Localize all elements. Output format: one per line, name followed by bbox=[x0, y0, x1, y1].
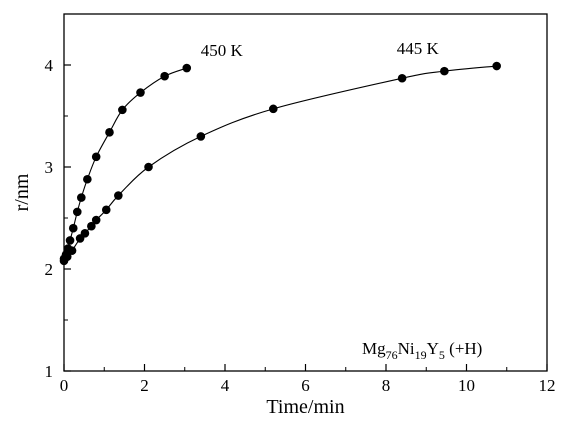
data-point bbox=[105, 128, 114, 137]
data-point bbox=[72, 207, 82, 217]
fit-lines bbox=[63, 65, 497, 262]
series-label: 450 K bbox=[201, 41, 244, 60]
data-point bbox=[182, 63, 192, 73]
data-point bbox=[136, 88, 145, 97]
annotation-text: Ni bbox=[398, 339, 415, 358]
annotation-text: (+H) bbox=[445, 339, 482, 358]
data-point bbox=[397, 73, 407, 83]
y-tick-label: 3 bbox=[45, 158, 54, 177]
data-point bbox=[65, 236, 75, 245]
x-tick-label: 4 bbox=[221, 376, 230, 395]
data-point bbox=[492, 61, 501, 71]
data-point bbox=[87, 221, 96, 231]
data-point bbox=[269, 104, 278, 114]
composition-annotation: Mg76Ni19Y5 (+H) bbox=[362, 339, 482, 362]
data-point bbox=[83, 174, 92, 184]
data-point bbox=[91, 152, 101, 162]
data-point bbox=[68, 223, 78, 233]
annotation-text: Mg bbox=[362, 339, 386, 358]
data-point bbox=[118, 105, 127, 115]
y-axis-label: r/nm bbox=[11, 173, 33, 211]
data-point bbox=[101, 205, 111, 215]
series-label: 445 K bbox=[397, 39, 440, 58]
data-point bbox=[80, 229, 90, 238]
x-tick-label: 12 bbox=[539, 376, 556, 395]
data-point bbox=[114, 191, 123, 200]
x-tick-label: 6 bbox=[301, 376, 310, 395]
x-tick-label: 10 bbox=[458, 376, 475, 395]
y-tick-label: 4 bbox=[45, 56, 54, 75]
y-tick-label: 2 bbox=[45, 260, 54, 279]
data-point bbox=[77, 193, 86, 202]
fit-line-1 bbox=[63, 65, 497, 262]
data-points bbox=[59, 61, 501, 266]
x-tick-label: 2 bbox=[140, 376, 149, 395]
data-point bbox=[160, 71, 169, 81]
annotation-subscript: 5 bbox=[439, 348, 445, 362]
data-point bbox=[196, 132, 206, 141]
y-tick-label: 1 bbox=[45, 362, 54, 381]
x-axis-label: Time/min bbox=[266, 396, 344, 418]
annotation-subscript: 19 bbox=[415, 348, 427, 362]
data-point bbox=[440, 66, 449, 76]
data-point bbox=[91, 215, 101, 225]
x-tick-label: 0 bbox=[60, 376, 69, 395]
series-labels: 450 K 445 K bbox=[201, 39, 440, 60]
data-point bbox=[62, 252, 72, 262]
annotation-subscript: 76 bbox=[386, 348, 398, 362]
data-point bbox=[144, 162, 153, 172]
data-point bbox=[67, 246, 77, 255]
x-tick-label: 8 bbox=[382, 376, 391, 395]
annotation-text: Y bbox=[427, 339, 439, 358]
axis-ticks bbox=[63, 64, 548, 372]
